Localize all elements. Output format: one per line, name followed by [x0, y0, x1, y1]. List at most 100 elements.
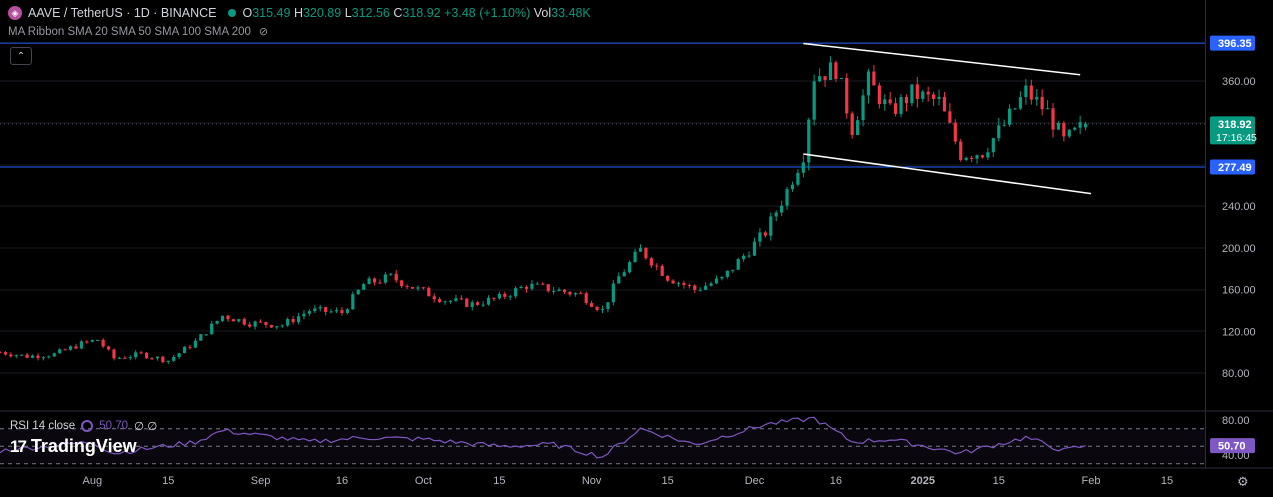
candle-body: [432, 296, 436, 300]
candle-body: [389, 273, 393, 275]
price-tick-label: 360.00: [1222, 76, 1256, 88]
candle-body: [736, 259, 740, 270]
price-tick-label: 120.00: [1222, 326, 1256, 338]
channel-lines: [803, 42, 1092, 195]
candle-body: [264, 322, 268, 326]
candle-body: [166, 360, 170, 362]
tradingview-logo-icon: 17: [10, 436, 27, 456]
current-price-label: 318.92: [1218, 119, 1252, 131]
channel-lower-line: [803, 153, 1092, 195]
candle-body: [1045, 108, 1050, 110]
candle-body: [823, 76, 827, 81]
candle-body: [953, 122, 957, 142]
candle-body: [1002, 124, 1006, 126]
candles: [0, 56, 1088, 365]
symbol-legend[interactable]: ◈ AAVE / TetherUS · 1D · BINANCE O315.49…: [8, 4, 591, 22]
candle-body: [541, 283, 545, 285]
rsi-current-label-bg: [1210, 438, 1255, 454]
candle-body: [666, 275, 670, 281]
rsi-pane: [0, 410, 1273, 465]
candle-body: [476, 302, 480, 305]
candle-body: [400, 280, 404, 287]
candle-body: [459, 298, 463, 300]
candle-body: [172, 356, 176, 361]
brand-name: TradingView: [30, 436, 137, 456]
candle-body: [237, 319, 241, 322]
collapse-legend-button[interactable]: ⌃: [10, 47, 32, 65]
candle-body: [720, 276, 724, 279]
candle-body: [579, 293, 583, 295]
volume-value: 33.48K: [551, 6, 591, 20]
candle-body: [682, 282, 686, 285]
candle-body: [801, 162, 805, 173]
candle-body: [856, 120, 860, 135]
time-tick-label: Feb: [1082, 475, 1101, 487]
candle-body: [552, 291, 556, 293]
candle-body: [79, 341, 84, 349]
candle-body: [796, 172, 800, 185]
candle-body: [334, 310, 339, 312]
rsi-value: 50.70: [99, 420, 128, 432]
candle-body: [14, 355, 18, 357]
candle-body: [861, 95, 865, 121]
candle-body: [937, 96, 941, 99]
candle-body: [888, 99, 892, 104]
candle-body: [68, 346, 73, 350]
candle-body: [606, 302, 610, 310]
candle-body: [904, 97, 909, 104]
candle-body: [286, 319, 290, 326]
candle-body: [410, 286, 415, 289]
candle-body: [959, 141, 963, 160]
candle-body: [975, 155, 979, 159]
price-scale: 360.00 240.00 200.00 160.00 120.00 80.00 396.3…: [1205, 0, 1257, 468]
candle-body: [503, 293, 507, 297]
candle-body: [725, 270, 729, 277]
candle-body: [714, 278, 719, 284]
candle-body: [894, 103, 898, 114]
candle-body: [486, 297, 491, 305]
candle-body: [220, 315, 225, 321]
candle-body: [182, 346, 187, 354]
rsi-legend[interactable]: RSI 14 close 50.70 ∅ ∅: [10, 419, 157, 433]
candle-body: [465, 298, 469, 307]
current-price-label-countdown: 17:16:45: [1216, 132, 1257, 144]
tradingview-brand[interactable]: 17 TradingView: [10, 436, 137, 457]
candle-body: [926, 91, 930, 95]
candle-body: [1078, 122, 1082, 128]
candle-body: [324, 307, 328, 312]
price-tick-label: 160.00: [1222, 285, 1256, 297]
candle-body: [850, 113, 854, 135]
candle-body: [1007, 108, 1012, 125]
candle-body: [231, 319, 236, 322]
change-value: +3.48 (+1.10%): [444, 6, 531, 20]
candle-body: [828, 62, 833, 81]
candle-body: [302, 313, 306, 317]
current-price-label-bg: [1210, 116, 1255, 145]
candle-body: [899, 97, 903, 114]
candle-body: [329, 311, 333, 313]
ma-ribbon-legend[interactable]: MA Ribbon SMA 20 SMA 50 SMA 100 SMA 200 …: [8, 25, 269, 39]
candle-body: [676, 282, 681, 284]
candle-body: [199, 334, 203, 341]
time-tick-label: Dec: [745, 475, 765, 487]
candle-body: [584, 293, 588, 304]
candle-body: [1051, 108, 1055, 130]
candle-body: [969, 157, 974, 159]
candle-body: [1040, 96, 1044, 110]
candle-body: [454, 298, 458, 301]
candle-body: [774, 212, 778, 217]
symbol-title[interactable]: AAVE / TetherUS · 1D · BINANCE: [28, 6, 217, 20]
rsi-tick-label: 80.00: [1222, 415, 1250, 427]
candle-body: [58, 349, 62, 354]
settings-gear-icon[interactable]: ⚙: [1237, 474, 1249, 489]
candle-body: [106, 346, 111, 350]
candle-body: [638, 247, 643, 252]
rsi-line: [0, 416, 1086, 459]
time-tick-label: 15: [493, 475, 505, 487]
candle-body: [568, 292, 572, 295]
time-tick-label: 15: [993, 475, 1005, 487]
eye-crossed-icon[interactable]: ⊘: [258, 26, 269, 38]
candle-body: [932, 94, 936, 99]
candle-body: [1029, 85, 1033, 100]
